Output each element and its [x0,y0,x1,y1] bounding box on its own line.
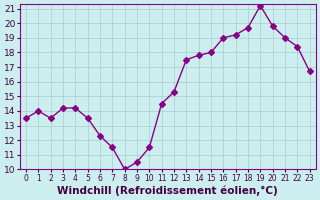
X-axis label: Windchill (Refroidissement éolien,°C): Windchill (Refroidissement éolien,°C) [58,185,278,196]
